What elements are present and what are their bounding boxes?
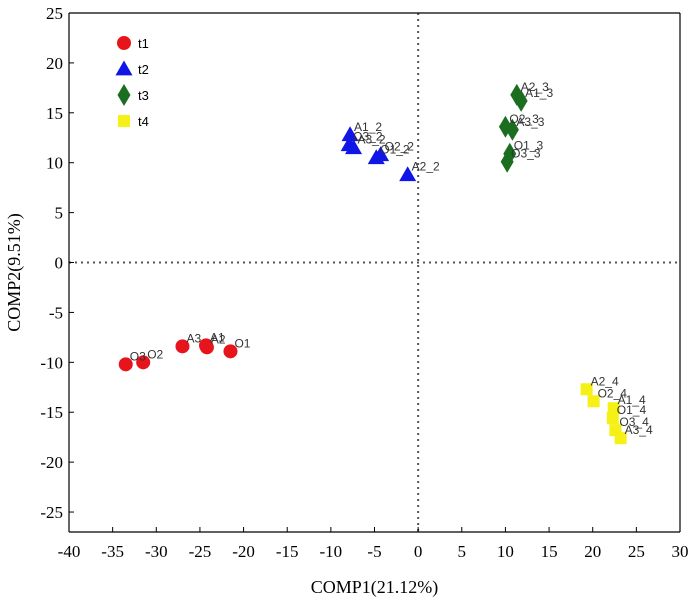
y-tick-label: -5 (49, 303, 63, 322)
point-label: O2_4 (598, 386, 628, 400)
y-tick-label: 20 (46, 54, 63, 73)
y-tick-label: -10 (40, 353, 63, 372)
x-tick-label: -10 (320, 542, 343, 561)
point-label: A3 (186, 331, 201, 345)
point-label: A1_4 (618, 393, 646, 407)
point-label: A2 (211, 332, 226, 346)
x-tick-label: -5 (367, 542, 381, 561)
x-tick-label: -40 (58, 542, 81, 561)
y-tick-label: 25 (46, 4, 63, 23)
legend-marker-t4 (118, 115, 130, 127)
data-points (118, 83, 627, 445)
point-label: O3_2 (353, 130, 383, 144)
point-label: O3_4 (619, 415, 649, 429)
point-label: A3_2 (358, 133, 386, 147)
point-label: O2 (147, 347, 163, 361)
y-tick-label: -15 (40, 403, 63, 422)
data-point-t1 (223, 344, 238, 359)
legend-label: t1 (138, 36, 149, 51)
point-label: A1_2 (354, 120, 382, 134)
legend-marker-t3 (117, 84, 131, 106)
x-tick-label: -25 (189, 542, 212, 561)
x-tick-label: 5 (458, 542, 467, 561)
data-point-t1 (175, 339, 190, 354)
point-label: O1_4 (617, 403, 647, 417)
legend-label: t2 (138, 62, 149, 77)
data-point-t2 (341, 126, 359, 142)
y-tick-label: 10 (46, 154, 63, 173)
point-label: O1_2 (380, 143, 410, 157)
point-label: A2_2 (412, 160, 440, 174)
data-point-t4 (606, 412, 619, 425)
legend-marker-t2 (115, 60, 133, 76)
y-tick-label: 15 (46, 104, 63, 123)
data-point-t2 (345, 139, 363, 155)
point-label: A2_4 (591, 374, 619, 388)
data-point-t1 (136, 355, 151, 370)
point-label: A3_3 (516, 115, 544, 129)
legend-marker-t1 (117, 36, 131, 50)
x-tick-label: 15 (541, 542, 558, 561)
point-label: O1_3 (514, 139, 544, 153)
data-point-t1 (199, 340, 214, 355)
x-tick-label: -20 (232, 542, 255, 561)
x-tick-label: 30 (672, 542, 689, 561)
point-label: O3_3 (511, 147, 541, 161)
point-label: A1 (210, 330, 225, 344)
point-label: O3 (130, 349, 146, 363)
x-axis-title: COMP1(21.12%) (311, 577, 439, 598)
y-tick-label: 0 (55, 254, 64, 273)
x-tick-label: -30 (145, 542, 168, 561)
data-point-t3 (514, 89, 528, 112)
y-tick-label: -20 (40, 453, 63, 472)
x-tick-label: 20 (584, 542, 601, 561)
data-point-t3 (505, 118, 519, 141)
data-point-t4 (614, 432, 627, 445)
legend-label: t4 (138, 114, 149, 129)
legend: t1 t2 t3 t4 (115, 36, 149, 129)
data-point-t2 (372, 146, 390, 162)
legend-label: t3 (138, 88, 149, 103)
axes: -40 -35 -30 -25 -20 -15 -10 -5 0 5 10 15 20 25 30 -25 -2… (40, 4, 688, 561)
point-label: A1_3 (525, 86, 553, 100)
x-tick-label: -35 (101, 542, 124, 561)
x-tick-label: 10 (497, 542, 514, 561)
point-label: A2_3 (521, 80, 549, 94)
data-point-t4 (607, 402, 620, 415)
data-point-t2 (399, 166, 417, 182)
data-point-t4 (587, 395, 600, 408)
y-axis-title: COMP2(9.51%) (4, 213, 25, 332)
data-point-t1 (118, 357, 133, 372)
point-label: O1 (234, 336, 250, 350)
y-tick-label: -25 (40, 503, 63, 522)
reference-lines (69, 13, 680, 532)
x-tick-label: 0 (414, 542, 423, 561)
y-tick-label: 5 (55, 204, 64, 223)
point-label: A3_4 (625, 423, 653, 437)
data-point-t4 (580, 383, 593, 396)
x-tick-label: -15 (276, 542, 299, 561)
point-label: O2_3 (509, 112, 539, 126)
x-tick-label: 25 (628, 542, 645, 561)
point-label: O2_2 (385, 140, 415, 154)
data-point-t3 (500, 150, 514, 173)
